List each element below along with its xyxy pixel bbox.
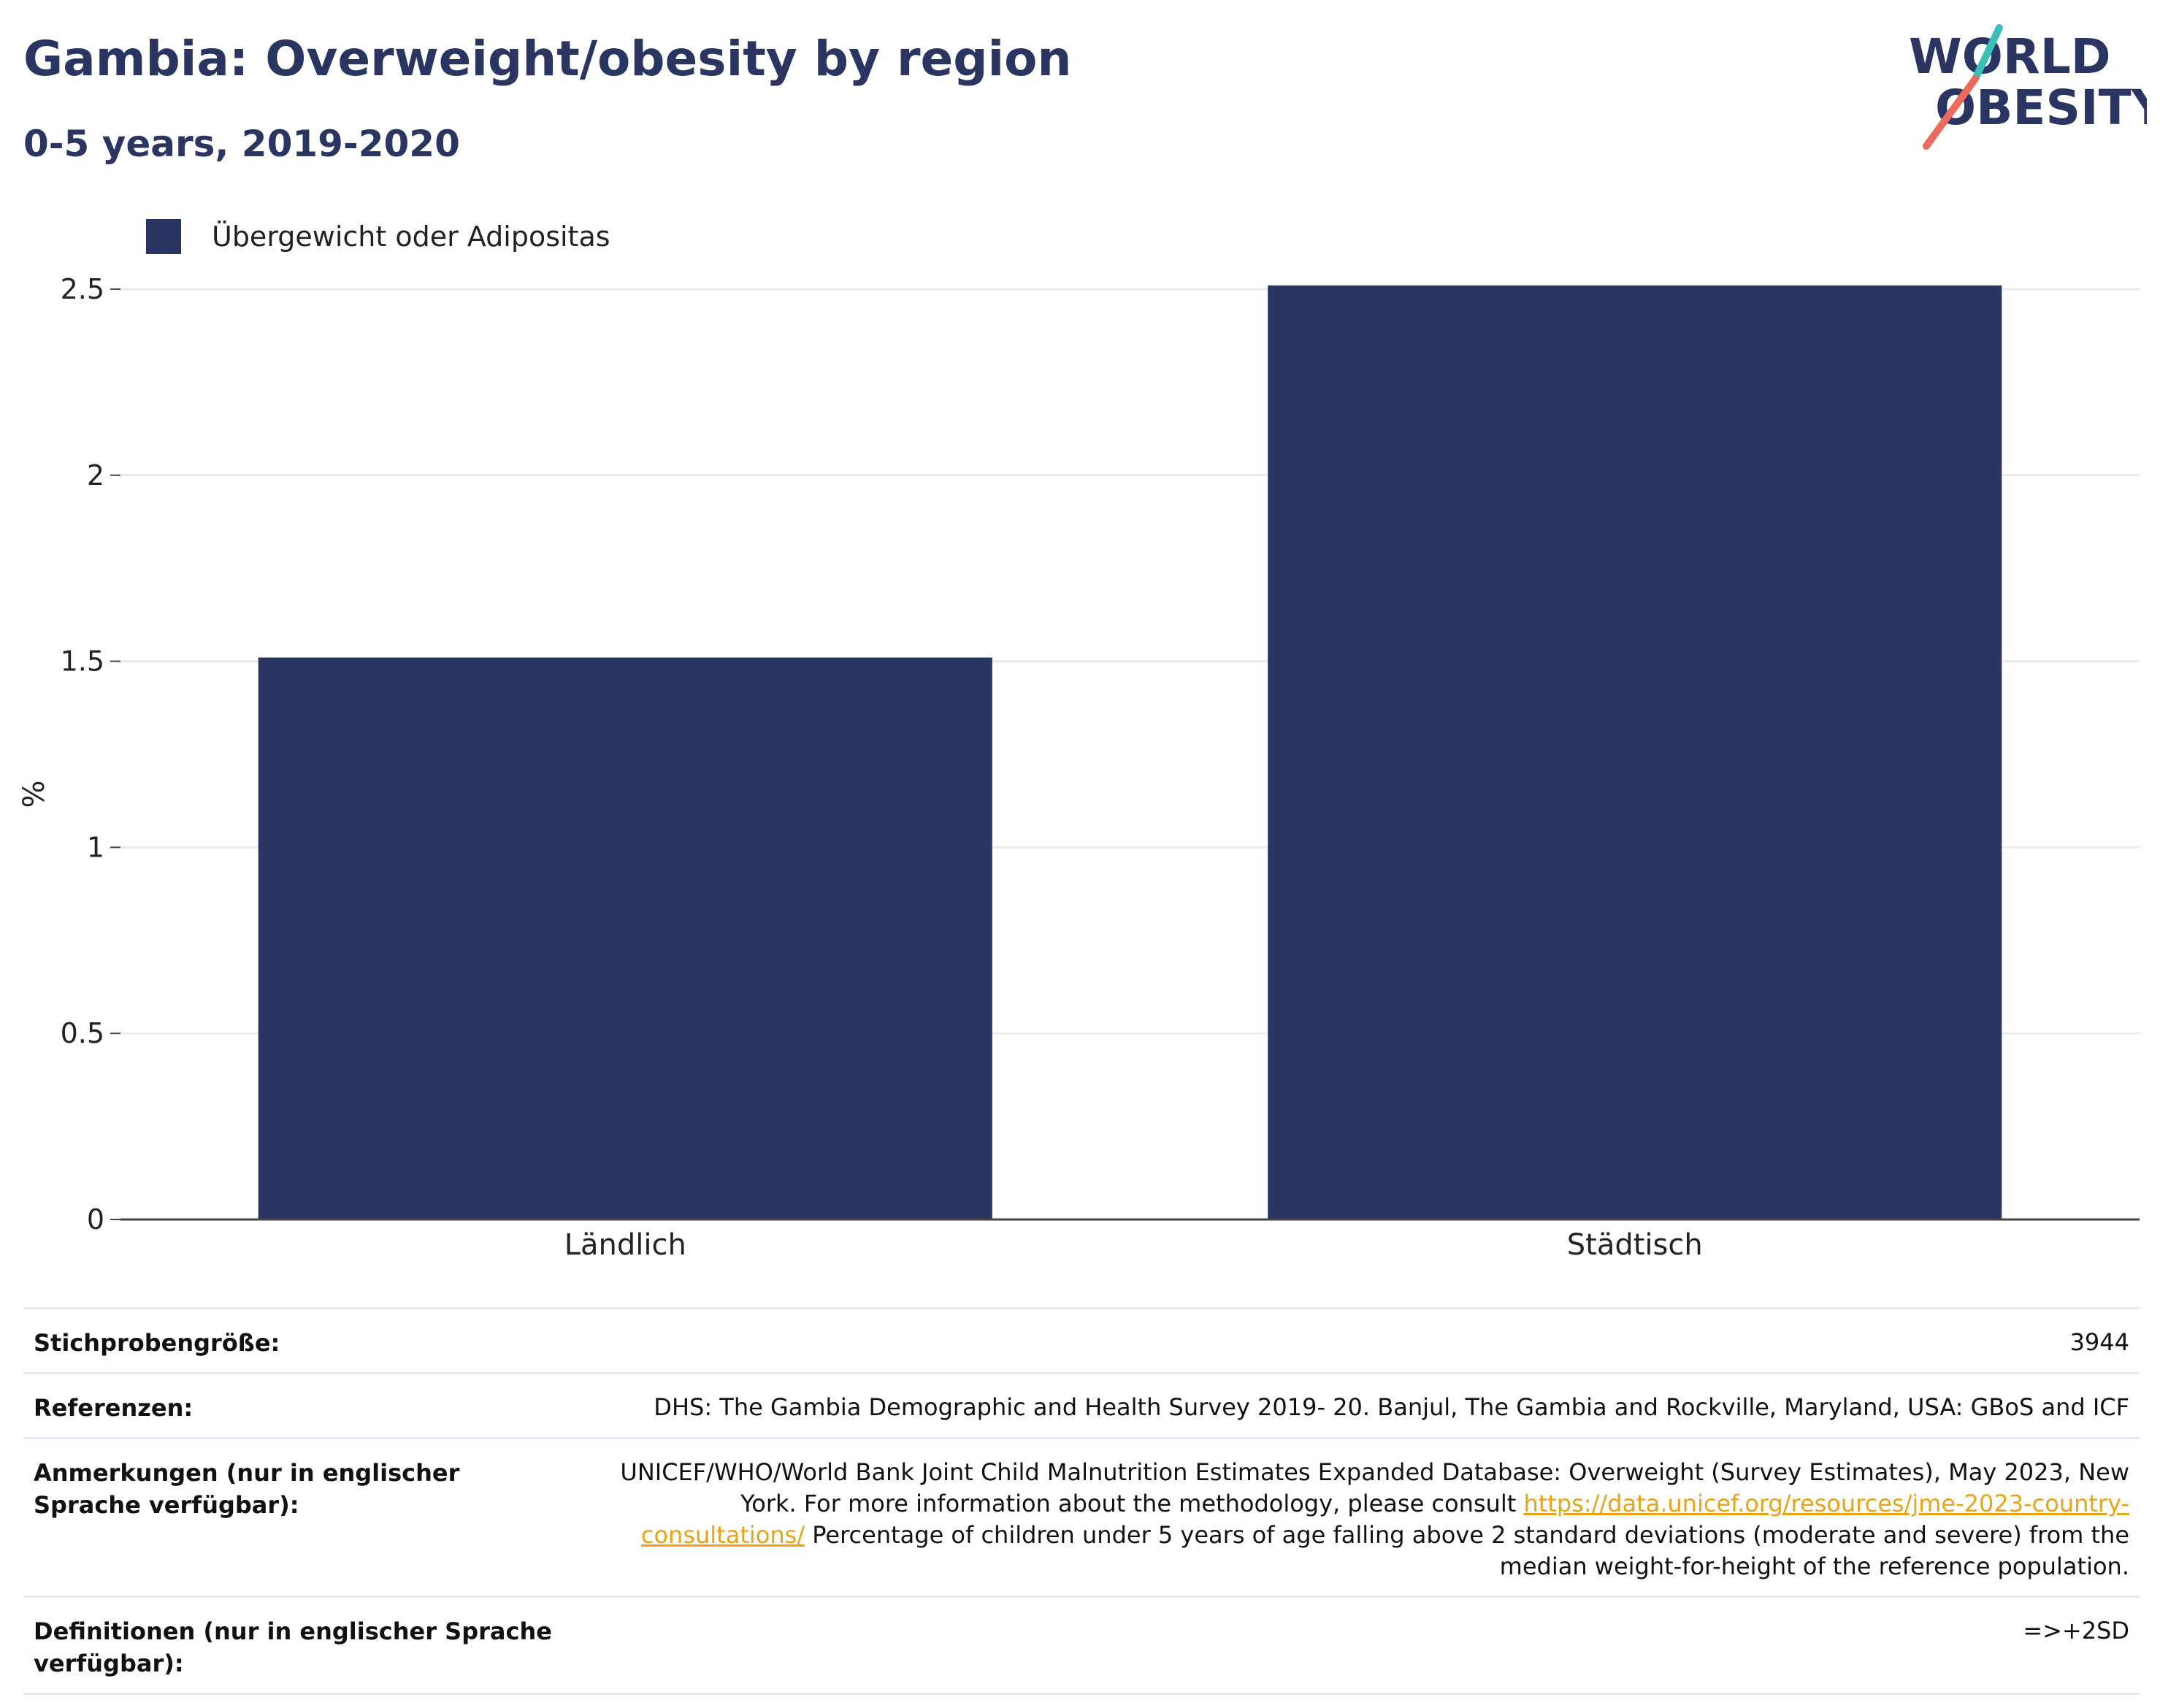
info-row-sample-size: Stichprobengröße: 3944 <box>23 1307 2140 1372</box>
chart-subtitle: 0-5 years, 2019-2020 <box>23 123 460 165</box>
notes-text-1: UNICEF/WHO/World Bank Joint Child Malnut… <box>620 1458 2129 1517</box>
x-tick-label: Ländlich <box>564 1228 686 1262</box>
references-value: DHS: The Gambia Demographic and Health S… <box>654 1393 2129 1421</box>
legend: Übergewicht oder Adipositas <box>146 219 610 254</box>
logo-text-world: WORLD <box>1909 28 2111 85</box>
sample-size-value: 3944 <box>2069 1328 2129 1356</box>
axes: 0 0.5 1 1.5 2 2.5 Ländlich Städtisch <box>61 273 2140 1262</box>
world-obesity-logo: WORLD OBESITY <box>1909 24 2147 150</box>
y-tick-label: 0.5 <box>61 1017 104 1049</box>
legend-label: Übergewicht oder Adipositas <box>212 221 610 253</box>
definitions-label: Definitionen (nur in englischer Sprache … <box>34 1617 552 1677</box>
info-row-references: Referenzen: DHS: The Gambia Demographic … <box>23 1372 2140 1437</box>
y-tick-label: 1.5 <box>61 646 104 678</box>
legend-swatch <box>146 219 181 254</box>
bar <box>258 657 992 1219</box>
info-table: Stichprobengröße: 3944 Referenzen: DHS: … <box>23 1307 2140 1695</box>
logo-slash-coral <box>1923 75 1979 150</box>
sample-size-label: Stichprobengröße: <box>34 1329 280 1357</box>
chart-title: Gambia: Overweight/obesity by region <box>23 31 1072 87</box>
info-row-notes: Anmerkungen (nur in englischer Sprache v… <box>23 1437 2140 1596</box>
y-tick-label: 2.5 <box>61 273 104 305</box>
bars <box>258 285 2002 1220</box>
bar-chart: 0 0.5 1 1.5 2 2.5 Ländlich Städtisch % <box>18 273 2140 1262</box>
notes-label: Anmerkungen (nur in englischer Sprache v… <box>34 1459 460 1519</box>
y-tick-label: 1 <box>87 831 104 863</box>
y-axis-label: % <box>18 780 51 808</box>
notes-link[interactable]: https://data.unicef.org/resources/jme-20… <box>640 1490 2129 1549</box>
info-row-definitions: Definitionen (nur in englischer Sprache … <box>23 1596 2140 1695</box>
x-tick-label: Städtisch <box>1567 1228 1703 1262</box>
logo-slash-teal <box>1972 24 2003 83</box>
definitions-value: =>+2SD <box>2023 1617 2129 1644</box>
y-tick-label: 2 <box>87 459 104 491</box>
bar <box>1268 285 2002 1220</box>
references-label: Referenzen: <box>34 1394 194 1422</box>
notes-value: UNICEF/WHO/World Bank Joint Child Malnut… <box>581 1457 2129 1582</box>
notes-text-2: Percentage of children under 5 years of … <box>805 1521 2129 1580</box>
y-tick-label: 0 <box>87 1203 104 1236</box>
